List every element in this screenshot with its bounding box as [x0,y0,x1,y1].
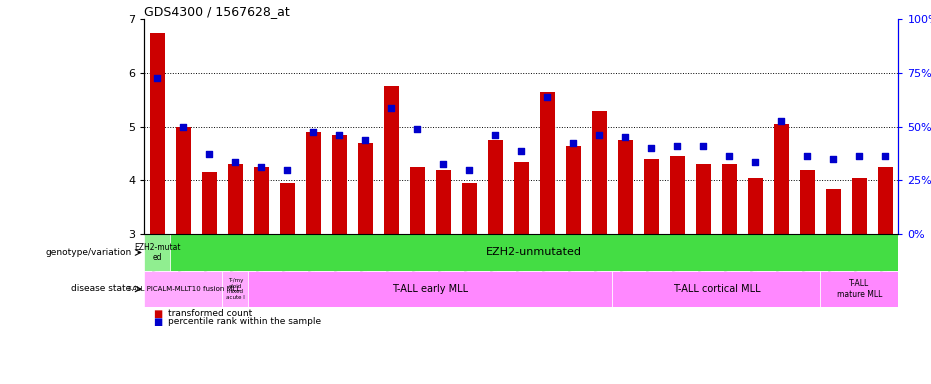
Text: EZH2-mutat
ed: EZH2-mutat ed [134,243,181,262]
Bar [488,140,503,234]
Bar [643,159,659,234]
Point [670,142,685,149]
Text: T-ALL early MLL: T-ALL early MLL [392,284,468,294]
Bar [201,172,217,234]
Point [410,126,425,132]
Bar [144,234,170,271]
Bar [748,178,763,234]
Text: ■: ■ [154,309,163,319]
Bar [774,124,789,234]
Bar [613,271,820,307]
Bar [826,189,842,234]
Point [384,105,398,111]
Point [228,159,243,165]
Text: disease state: disease state [71,285,131,293]
Text: genotype/variation: genotype/variation [45,248,131,257]
Text: T-ALL PICALM-MLLT10 fusion MLL: T-ALL PICALM-MLLT10 fusion MLL [126,286,240,292]
Point [592,132,607,138]
Point [722,153,736,159]
Bar [249,271,613,307]
Bar [800,170,816,234]
Bar [410,167,425,234]
Point [514,148,529,154]
Text: EZH2-unmutated: EZH2-unmutated [486,247,583,258]
Bar [358,143,373,234]
Point [254,164,269,170]
Text: T-/my
eloid
mixed
acute l: T-/my eloid mixed acute l [226,278,245,300]
Point [774,118,789,124]
Point [306,129,321,135]
Text: GDS4300 / 1567628_at: GDS4300 / 1567628_at [144,5,290,18]
Point [826,156,841,162]
Bar [331,135,347,234]
Bar [852,178,867,234]
Bar [227,164,243,234]
Point [176,124,191,130]
Bar [279,183,295,234]
Bar [305,132,321,234]
Bar [462,183,478,234]
Point [618,134,633,141]
Text: T-ALL
mature MLL: T-ALL mature MLL [837,279,882,299]
Point [462,167,477,173]
Point [878,153,893,159]
Point [488,132,503,138]
Point [852,153,867,159]
Bar [565,146,581,234]
Bar [617,140,633,234]
Bar [144,271,223,307]
Bar [253,167,269,234]
Point [748,159,762,165]
Bar [384,86,399,234]
Point [150,75,165,81]
Text: percentile rank within the sample: percentile rank within the sample [168,317,320,326]
Bar [820,271,898,307]
Point [202,151,217,157]
Bar [223,271,249,307]
Point [436,161,451,167]
Bar [695,164,711,234]
Bar [150,33,165,234]
Point [331,132,346,138]
Bar [436,170,452,234]
Bar [176,127,191,234]
Bar [722,164,737,234]
Text: T-ALL cortical MLL: T-ALL cortical MLL [672,284,761,294]
Point [280,167,295,173]
Bar [540,92,555,234]
Point [644,145,659,151]
Bar [514,162,529,234]
Point [696,142,711,149]
Text: ■: ■ [154,316,163,327]
Bar [591,111,607,234]
Text: transformed count: transformed count [168,310,251,318]
Bar [669,156,685,234]
Point [358,137,372,143]
Point [800,153,815,159]
Bar [878,167,893,234]
Point [566,140,581,146]
Point [540,94,555,100]
